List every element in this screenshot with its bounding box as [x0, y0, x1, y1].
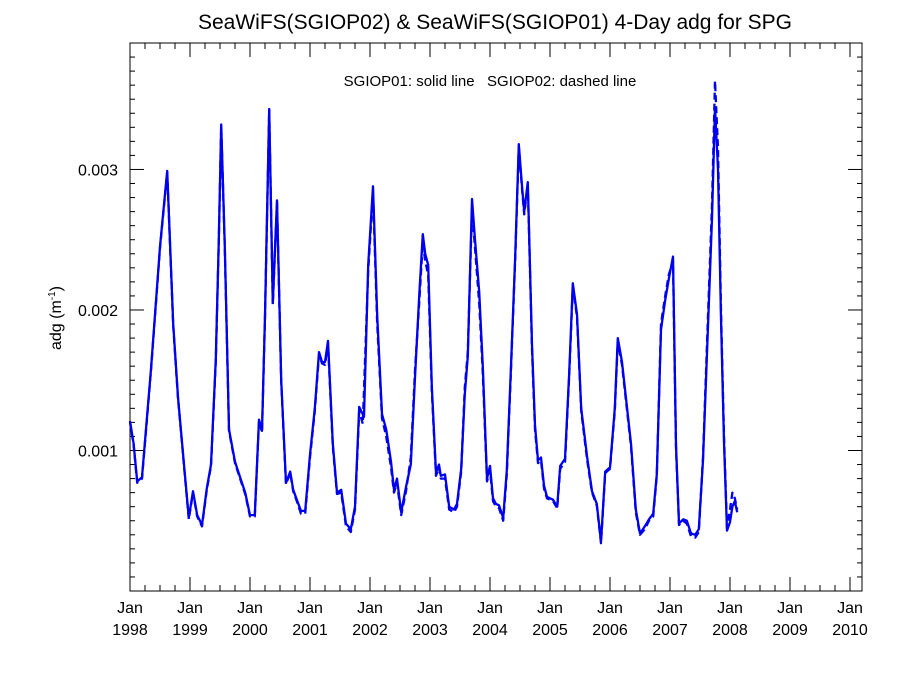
- plot-frame: [129, 42, 863, 592]
- y-axis-label-end: ): [48, 286, 65, 291]
- y-axis-ticks: 0.001 0.002 0.003: [78, 56, 862, 578]
- y-axis-label: adg (m-1): [47, 286, 65, 350]
- x-tick-year: 2005: [532, 622, 568, 639]
- y-tick-label: 0.003: [78, 162, 118, 179]
- x-tick-year: 2008: [712, 622, 748, 639]
- y-tick-label: 0.002: [78, 303, 118, 320]
- x-tick-month: Jan: [837, 600, 863, 617]
- x-tick-month: Jan: [297, 600, 323, 617]
- x-tick-year: 2006: [592, 622, 628, 639]
- x-axis-ticks: Jan 1998 Jan 1999 Jan 2000 Jan 2001 Jan 2002 Jan 20…: [112, 43, 868, 639]
- x-tick-year: 2007: [652, 622, 688, 639]
- series-layer: [128, 79, 739, 545]
- x-tick-month: Jan: [597, 600, 623, 617]
- x-tick-month: Jan: [717, 600, 743, 617]
- y-tick-label: 0.001: [78, 443, 118, 460]
- x-tick-year: 2002: [352, 622, 388, 639]
- x-tick-month: Jan: [177, 600, 203, 617]
- x-tick-year: 2003: [412, 622, 448, 639]
- x-tick-month: Jan: [237, 600, 263, 617]
- chart-title: SeaWiFS(SGIOP02) & SeaWiFS(SGIOP01) 4-Da…: [198, 11, 792, 34]
- line-style-note: SGIOP01: solid line SGIOP02: dashed line: [344, 73, 637, 90]
- x-tick-month: Jan: [117, 600, 143, 617]
- y-axis-label-main: adg (m: [48, 300, 65, 350]
- x-tick-year: 1998: [112, 622, 148, 639]
- x-tick-month: Jan: [657, 600, 683, 617]
- x-tick-month: Jan: [417, 600, 443, 617]
- x-tick-month: Jan: [357, 600, 383, 617]
- x-tick-year: 2001: [292, 622, 328, 639]
- x-tick-year: 1999: [172, 622, 208, 639]
- series-line-dashed: [128, 79, 739, 545]
- x-tick-year: 2000: [232, 622, 268, 639]
- x-tick-year: 2009: [772, 622, 808, 639]
- x-tick-year: 2004: [472, 622, 508, 639]
- x-tick-month: Jan: [777, 600, 803, 617]
- x-tick-month: Jan: [537, 600, 563, 617]
- x-tick-year: 2010: [832, 622, 868, 639]
- y-axis-label-sup: -1: [47, 291, 58, 300]
- x-tick-month: Jan: [477, 600, 503, 617]
